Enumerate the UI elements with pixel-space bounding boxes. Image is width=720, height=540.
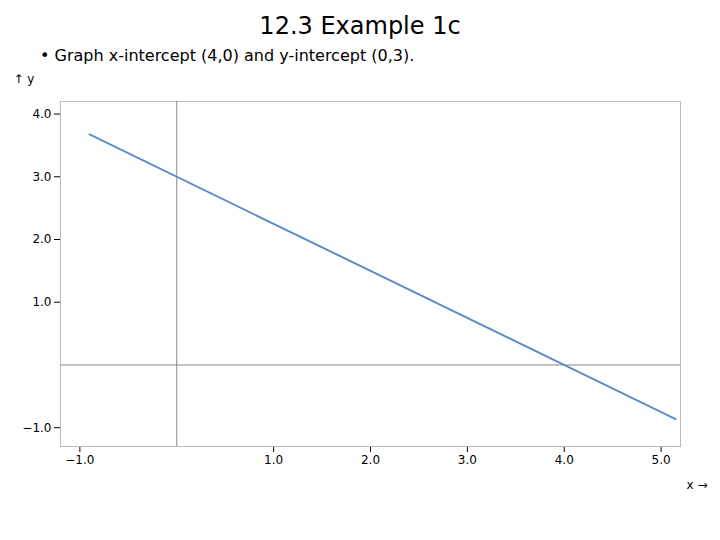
svg-text:−1.0: −1.0 — [65, 453, 94, 467]
svg-text:3.0: 3.0 — [458, 453, 477, 467]
svg-text:↑ y: ↑ y — [14, 72, 35, 86]
svg-text:x →: x → — [687, 478, 708, 492]
svg-text:4.0: 4.0 — [32, 107, 51, 121]
svg-text:3.0: 3.0 — [32, 170, 51, 184]
html-text:12.3 Example 1c: 12.3 Example 1c — [259, 12, 461, 40]
svg-text:5.0: 5.0 — [652, 453, 671, 467]
svg-text:−1.0: −1.0 — [22, 421, 51, 435]
html-text:• Graph x-intercept (4,0) and: • Graph x-intercept (4,0) and y-intercep… — [40, 46, 415, 65]
svg-text:2.0: 2.0 — [361, 453, 380, 467]
svg-text:1.0: 1.0 — [32, 295, 51, 309]
svg-text:1.0: 1.0 — [264, 453, 283, 467]
svg-text:2.0: 2.0 — [32, 232, 51, 246]
svg-text:4.0: 4.0 — [555, 453, 574, 467]
